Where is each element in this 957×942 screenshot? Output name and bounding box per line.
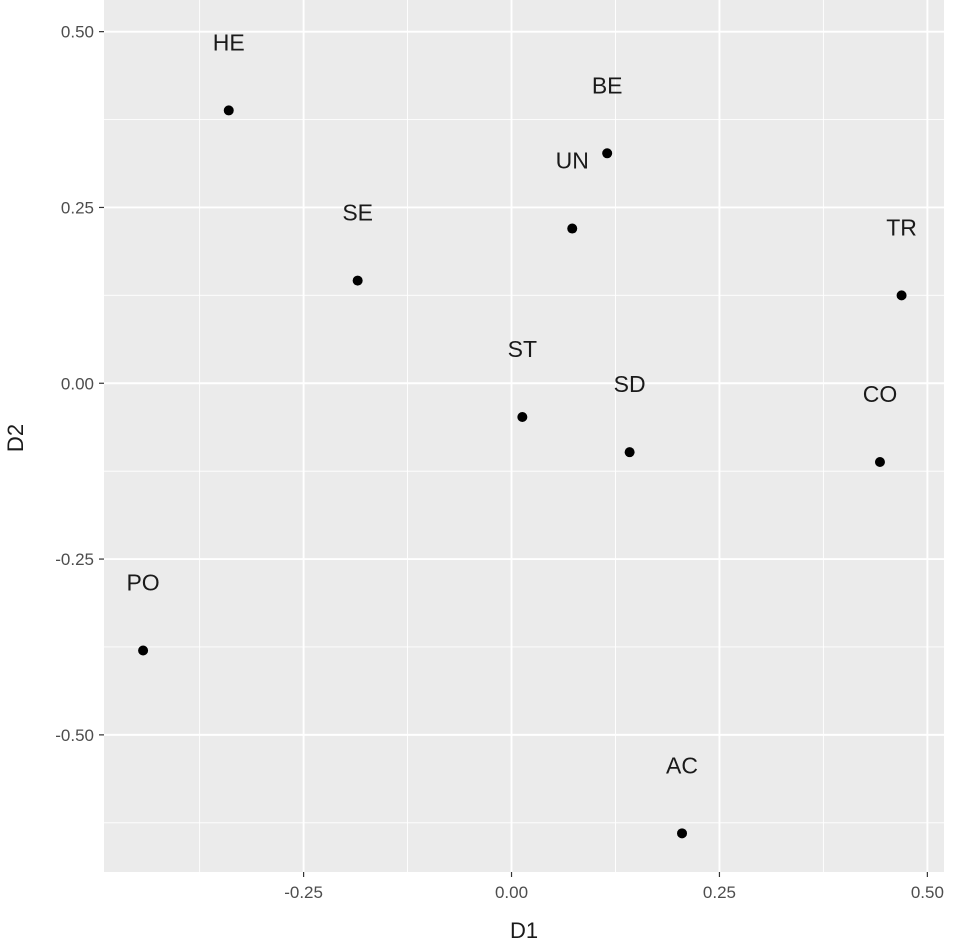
data-point-co (874, 457, 885, 468)
data-point-ac (677, 828, 688, 839)
data-point-un (567, 223, 578, 234)
y-tick-label: -0.50 (55, 726, 94, 745)
point-label-co: CO (863, 381, 898, 407)
x-tick-label: 0.00 (495, 883, 528, 902)
data-points (138, 105, 907, 839)
point-label-tr: TR (886, 214, 917, 240)
x-tick-label: -0.25 (284, 883, 323, 902)
x-axis-title: D1 (510, 918, 538, 942)
point-label-be: BE (592, 72, 623, 98)
data-point-tr (896, 290, 907, 301)
y-tick-label: -0.25 (55, 550, 94, 569)
y-tick-label: 0.50 (61, 23, 94, 42)
data-point-he (223, 105, 234, 116)
point-label-ac: AC (666, 752, 698, 778)
y-tick-label: 0.25 (61, 198, 94, 217)
point-label-se: SE (342, 200, 373, 226)
data-point-se (352, 275, 363, 286)
minor-gridlines (104, 0, 944, 872)
point-label-he: HE (213, 29, 245, 55)
data-point-be (602, 148, 613, 159)
data-point-st (517, 412, 528, 423)
point-label-un: UN (556, 148, 589, 174)
point-label-st: ST (508, 336, 537, 362)
major-gridlines (104, 0, 944, 872)
y-axis-title: D2 (3, 424, 28, 452)
y-axis: -0.50 -0.25 0.00 0.25 0.50 (55, 23, 104, 745)
point-labels: HE BE UN SE TR ST SD CO PO AC (126, 29, 916, 778)
point-label-po: PO (126, 569, 159, 595)
data-point-po (138, 645, 149, 656)
x-tick-label: 0.50 (911, 883, 944, 902)
x-tick-label: 0.25 (703, 883, 736, 902)
point-label-sd: SD (614, 371, 646, 397)
data-point-sd (624, 447, 635, 458)
x-axis: -0.25 0.00 0.25 0.50 (284, 872, 944, 902)
y-tick-label: 0.00 (61, 374, 94, 393)
panel-background (104, 0, 944, 872)
